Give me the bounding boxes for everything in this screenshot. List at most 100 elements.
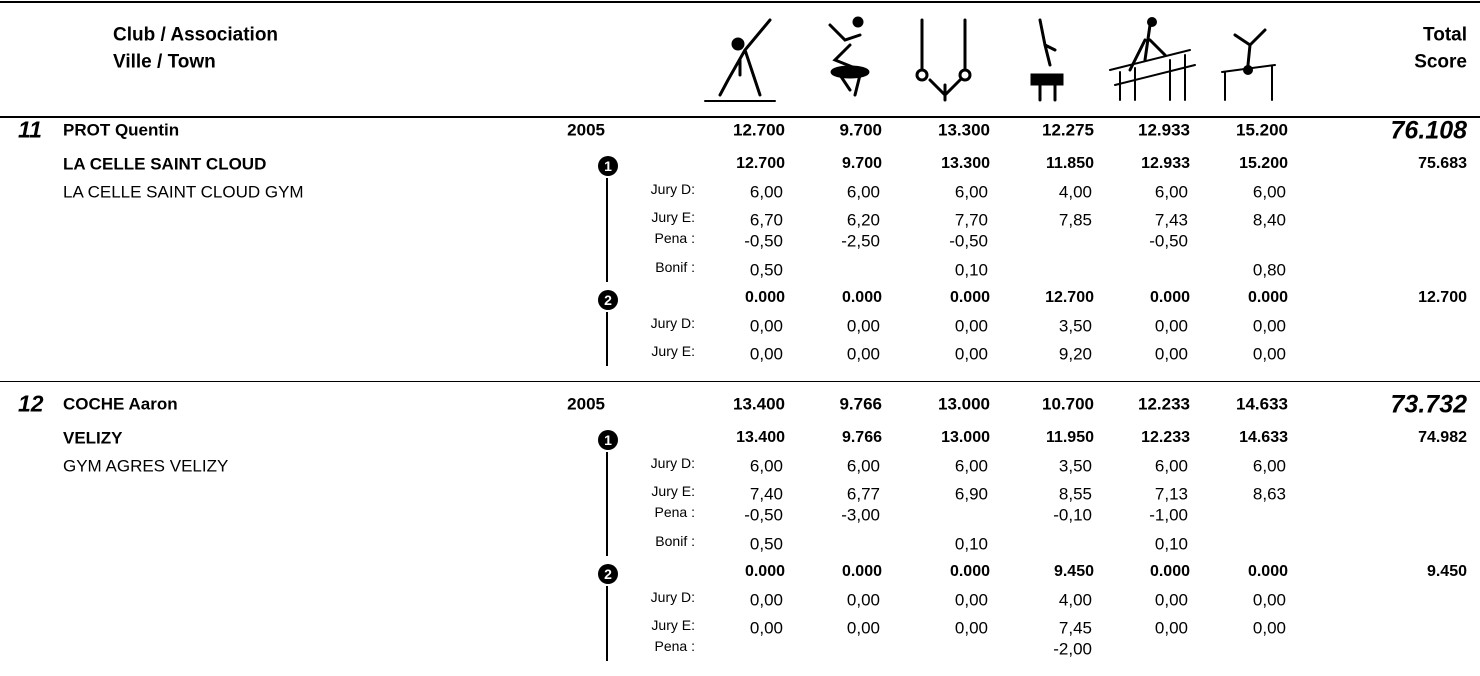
- row-value: 0,00: [954, 316, 988, 336]
- pass-total: 9.450: [1426, 563, 1467, 580]
- row-label: Jury D:: [650, 455, 695, 471]
- pass-marker: 2: [598, 290, 618, 310]
- top-rule: [0, 1, 1480, 3]
- row-value: 3,50: [1058, 456, 1092, 476]
- row-label: Pena :: [654, 504, 695, 520]
- rank: 12: [18, 390, 44, 417]
- club-header: Club / Association: [113, 24, 279, 46]
- apparatus-score: 12.233: [1138, 394, 1190, 414]
- pass-score: 12.700: [736, 155, 785, 172]
- pass-score: 0.000: [1149, 289, 1190, 306]
- row-value: 0,80: [1252, 260, 1286, 280]
- apparatus-score: 12.275: [1042, 120, 1094, 140]
- parallel-bars-icon: [1109, 17, 1196, 101]
- total-score: 73.732: [1390, 390, 1467, 419]
- row-value: 0,00: [1252, 344, 1286, 364]
- pass-score: 12.933: [1141, 155, 1190, 172]
- apparatus-score: 14.633: [1236, 394, 1288, 414]
- pass-score: 9.700: [841, 155, 882, 172]
- pass-score: 12.700: [1045, 289, 1094, 306]
- pass-score: 0.000: [949, 563, 990, 580]
- row-value: 3,50: [1058, 316, 1092, 336]
- apparatus-score: 12.700: [733, 120, 785, 140]
- pass-bracket: [606, 178, 608, 282]
- row-value: 8,40: [1252, 210, 1286, 230]
- row-value: -3,00: [841, 505, 880, 525]
- row-label: Jury E:: [651, 617, 695, 633]
- row-value: 0,00: [954, 344, 988, 364]
- pass-score: 14.633: [1239, 429, 1288, 446]
- apparatus-score: 9.766: [839, 394, 882, 414]
- pass-bracket: [606, 312, 608, 366]
- row-value: 4,00: [1058, 590, 1092, 610]
- apparatus-score: 15.200: [1236, 120, 1288, 140]
- row-value: 0,10: [1154, 534, 1188, 554]
- row-value: 0,00: [1252, 316, 1286, 336]
- row-value: 0,00: [846, 316, 880, 336]
- athlete-name: PROT Quentin: [63, 120, 180, 140]
- row-value: -0,50: [744, 505, 783, 525]
- row-value: 6,20: [846, 210, 880, 230]
- pommel-icon: [828, 16, 870, 97]
- row-value: -0,50: [949, 231, 988, 251]
- pass-marker: 1: [598, 430, 618, 450]
- row-value: 0,00: [749, 618, 783, 638]
- row-value: 6,90: [954, 484, 988, 504]
- row-value: 9,20: [1058, 344, 1092, 364]
- birth-year: 2005: [567, 394, 605, 414]
- rank: 11: [18, 116, 42, 143]
- row-value: 0,10: [954, 260, 988, 280]
- pass-score: 0.000: [949, 289, 990, 306]
- athlete-name: COCHE Aaron: [63, 394, 178, 414]
- row-value: 0,00: [1154, 618, 1188, 638]
- pass-score: 13.400: [736, 429, 785, 446]
- row-value: -0,10: [1053, 505, 1092, 525]
- pass-marker: 1: [598, 156, 618, 176]
- row-value: 0,00: [954, 618, 988, 638]
- row-label: Pena :: [654, 230, 695, 246]
- town-header: Ville / Town: [113, 51, 216, 73]
- apparatus-icons: [704, 16, 1276, 102]
- row-value: 7,13: [1154, 484, 1188, 504]
- header-rule: [0, 116, 1480, 118]
- club-name: LA CELLE SAINT CLOUD: [63, 154, 267, 174]
- row-label: Jury E:: [651, 209, 695, 225]
- row-value: 0,00: [749, 590, 783, 610]
- row-label: Jury D:: [650, 181, 695, 197]
- row-value: 7,40: [749, 484, 783, 504]
- row-value: 6,77: [846, 484, 880, 504]
- row-value: 7,43: [1154, 210, 1188, 230]
- row-value: 6,00: [954, 456, 988, 476]
- rings-icon: [915, 18, 972, 102]
- floor-icon: [704, 18, 776, 102]
- athlete-separator: [0, 381, 1480, 382]
- row-value: 6,00: [1154, 456, 1188, 476]
- pass-score: 9.766: [841, 429, 882, 446]
- row-value: 0,50: [749, 260, 783, 280]
- row-value: 7,85: [1058, 210, 1092, 230]
- row-value: 6,00: [846, 182, 880, 202]
- apparatus-score: 13.400: [733, 394, 785, 414]
- vault-icon: [1030, 18, 1064, 102]
- row-label: Jury E:: [651, 343, 695, 359]
- row-value: 0,00: [954, 590, 988, 610]
- birth-year: 2005: [567, 120, 605, 140]
- row-value: 7,70: [954, 210, 988, 230]
- pass-score: 0.000: [744, 289, 785, 306]
- row-label: Jury D:: [650, 315, 695, 331]
- row-value: 0,10: [954, 534, 988, 554]
- row-value: 8,63: [1252, 484, 1286, 504]
- row-value: 6,70: [749, 210, 783, 230]
- club-name: VELIZY: [63, 428, 123, 448]
- pass-marker: 2: [598, 564, 618, 584]
- row-value: -1,00: [1149, 505, 1188, 525]
- apparatus-score: 10.700: [1042, 394, 1094, 414]
- row-value: 6,00: [1252, 456, 1286, 476]
- pass-score: 0.000: [1247, 563, 1288, 580]
- apparatus-score: 13.300: [938, 120, 990, 140]
- total-header: Total: [1423, 24, 1467, 46]
- row-value: -2,00: [1053, 639, 1092, 659]
- row-label: Bonif :: [655, 259, 695, 275]
- row-value: 0,50: [749, 534, 783, 554]
